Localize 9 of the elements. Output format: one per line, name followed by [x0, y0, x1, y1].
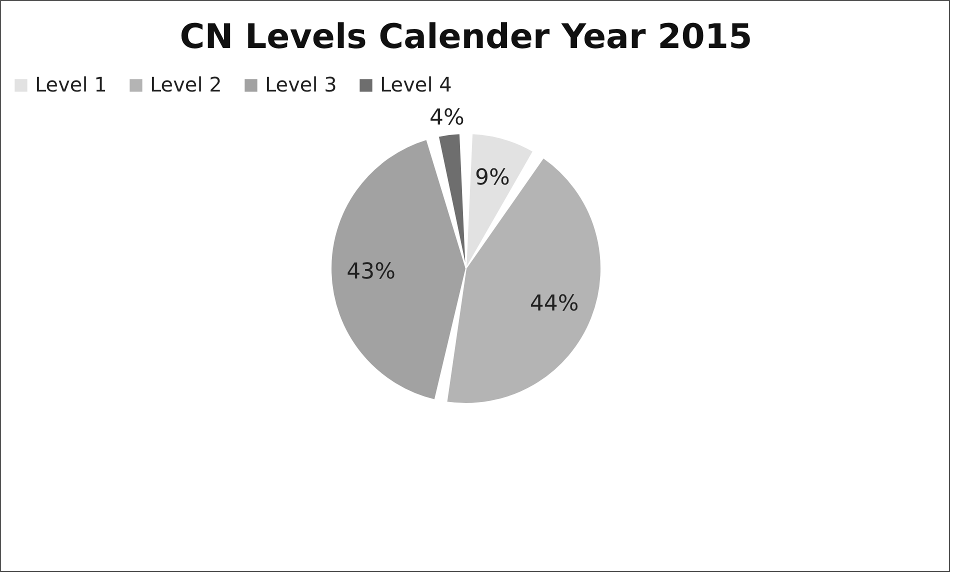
data-label: 44%: [530, 291, 579, 316]
chart-title: CN Levels Calender Year 2015: [180, 17, 752, 57]
legend-label: Level 4: [380, 72, 452, 96]
data-label: 9%: [475, 165, 510, 190]
data-label: 4%: [429, 106, 464, 131]
legend-label: Level 1: [35, 72, 107, 96]
data-label: 43%: [346, 259, 396, 284]
legend-label: Level 2: [150, 72, 222, 96]
legend-label: Level 3: [265, 72, 337, 96]
